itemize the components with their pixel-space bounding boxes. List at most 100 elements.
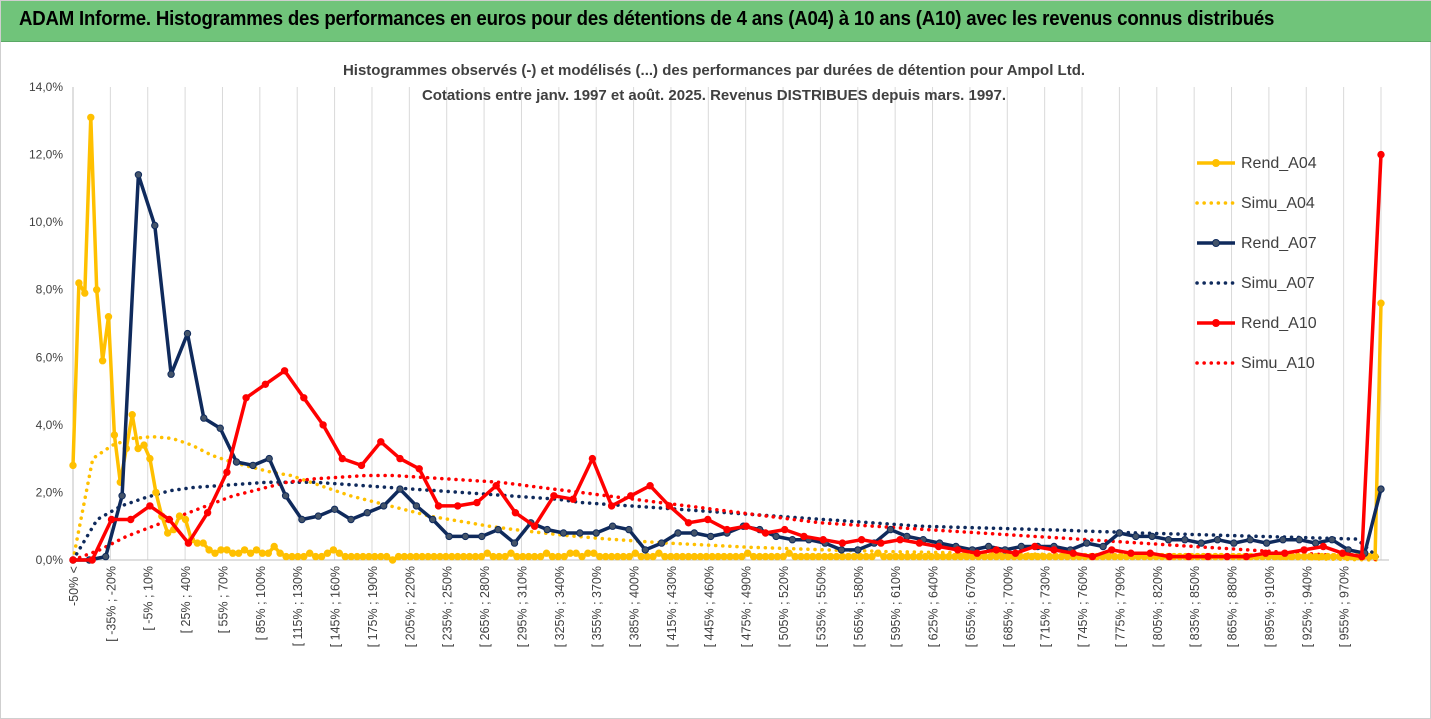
x-tick-label: [ 235% ; 250% <box>441 566 455 647</box>
data-point <box>383 552 391 561</box>
data-point <box>461 532 470 541</box>
x-tick-label: [ 265% ; 280% <box>478 566 492 647</box>
data-point <box>627 492 635 500</box>
y-tick-label: 0,0% <box>36 553 64 567</box>
y-tick-label: 14,0% <box>29 80 63 94</box>
data-point <box>412 502 421 510</box>
legend-label: Rend_A10 <box>1241 315 1317 332</box>
data-point <box>1184 552 1193 561</box>
data-point <box>749 552 758 561</box>
x-tick-label: [ 565% ; 580% <box>852 566 866 647</box>
data-point <box>314 512 322 520</box>
data-point <box>1083 539 1091 547</box>
data-point <box>590 549 598 557</box>
data-point <box>761 529 770 537</box>
x-tick-label: [ 685% ; 700% <box>1001 566 1015 647</box>
x-tick-label: [ 415% ; 430% <box>665 566 679 647</box>
data-point <box>429 515 437 524</box>
data-point <box>744 549 752 557</box>
data-point <box>819 536 827 544</box>
data-point <box>1115 529 1124 537</box>
data-point <box>1311 539 1320 547</box>
data-point <box>415 465 423 473</box>
legend-item-simu-a04: Simu_A04 <box>1195 195 1315 212</box>
data-point <box>81 289 89 297</box>
data-point <box>235 549 243 557</box>
data-point <box>265 454 273 463</box>
data-point <box>501 552 509 561</box>
data-point <box>646 482 654 490</box>
data-point <box>211 549 219 557</box>
data-point <box>434 502 443 510</box>
data-point <box>896 536 904 544</box>
report-title: ADAM Informe. Histogrammes des performan… <box>19 8 1275 30</box>
data-point <box>992 546 1000 554</box>
data-point <box>674 529 682 537</box>
report-banner: ADAM Informe. Histogrammes des performan… <box>1 1 1431 42</box>
x-tick-label: [ 805% ; 820% <box>1151 566 1165 647</box>
x-tick-label: [ 595% ; 610% <box>889 566 903 647</box>
data-point <box>261 380 270 388</box>
data-point <box>690 552 699 561</box>
legend-item-rend-a10: Rend_A10 <box>1197 315 1317 332</box>
data-point <box>1031 542 1039 551</box>
data-point <box>249 461 257 470</box>
data-point <box>530 522 539 530</box>
x-tick-label: [ 295% ; 310% <box>515 566 529 647</box>
series-rend-a10 <box>69 150 1385 564</box>
series-rend-a04 <box>69 113 1385 564</box>
x-axis: -50% < [ -35% ; -20% [ -5% ; 10% [ 25% ; 40… <box>67 559 1389 647</box>
data-point <box>146 502 154 510</box>
data-point <box>87 113 95 122</box>
data-point <box>1319 542 1328 551</box>
data-point <box>93 286 101 294</box>
data-point <box>510 539 519 547</box>
data-point <box>300 394 308 402</box>
data-point <box>377 438 385 446</box>
data-point <box>200 414 208 422</box>
data-point <box>1281 549 1289 557</box>
data-point <box>1197 539 1205 547</box>
data-point <box>232 458 241 466</box>
data-point <box>319 421 327 429</box>
data-point <box>1338 549 1347 557</box>
data-point <box>110 431 119 439</box>
data-point <box>252 546 261 554</box>
legend-item-rend-a04: Rend_A04 <box>1197 155 1317 172</box>
data-point <box>335 549 343 557</box>
x-tick-label: [ 535% ; 550% <box>814 566 828 647</box>
data-point <box>465 552 474 561</box>
x-tick-label: [ 85% ; 100% <box>254 566 268 640</box>
data-point <box>507 549 515 557</box>
data-point <box>657 539 666 547</box>
legend-label: Simu_A10 <box>1241 355 1315 372</box>
data-point <box>800 532 808 541</box>
data-point <box>396 454 404 463</box>
data-point <box>1164 536 1173 544</box>
data-point <box>1223 552 1231 561</box>
data-point <box>934 542 943 551</box>
data-point <box>588 454 597 463</box>
series-simu-a07 <box>71 480 1383 562</box>
data-point <box>1011 549 1020 557</box>
y-tick-label: 8,0% <box>36 283 64 297</box>
data-point <box>1324 552 1332 561</box>
data-point <box>276 549 284 557</box>
data-point <box>216 424 224 432</box>
legend-item-rend-a07: Rend_A07 <box>1197 235 1317 252</box>
data-point <box>1377 299 1385 307</box>
data-point <box>388 556 397 564</box>
x-tick-label: [ 625% ; 640% <box>927 566 941 647</box>
data-point <box>569 495 577 503</box>
x-tick-label: [ 925% ; 940% <box>1300 566 1314 647</box>
data-point <box>306 549 314 557</box>
data-point <box>203 509 212 517</box>
x-tick-label: [ 55% ; 70% <box>216 566 230 633</box>
data-point <box>723 525 731 534</box>
data-point <box>1358 552 1366 561</box>
data-point <box>134 171 143 179</box>
data-point <box>788 536 797 544</box>
data-point <box>199 539 207 547</box>
x-tick-label: [ 475% ; 490% <box>740 566 754 647</box>
